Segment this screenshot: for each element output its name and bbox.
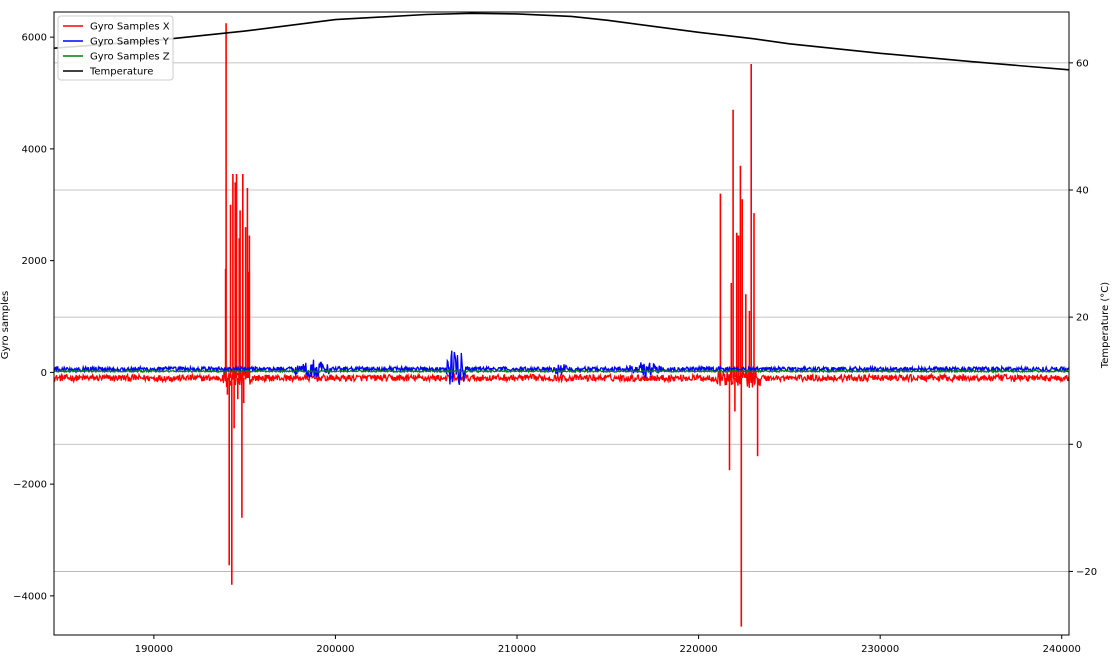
grid-lines [54, 62, 1069, 572]
y2-tick-label: 20 [1076, 313, 1089, 324]
x-tick-label: 230000 [861, 644, 899, 655]
y-tick-label: −4000 [13, 591, 47, 602]
y-tick-label: 4000 [22, 144, 47, 155]
y2-tick-label: 40 [1076, 186, 1089, 197]
y-tick-label: 2000 [22, 256, 47, 267]
y2-tick-label: 0 [1076, 440, 1082, 451]
y-tick-label: 6000 [22, 33, 47, 44]
series-line-gyro-z [53, 368, 1070, 374]
y-axis-label: Gyro samples [0, 291, 11, 359]
y2-axis-label: Temperature (°C) [1100, 282, 1111, 369]
legend-label: Temperature [89, 67, 153, 78]
axes: 190000 200000 210000 220000 230000 240000−400… [13, 11, 1097, 655]
y2-tick-label: 60 [1076, 58, 1089, 69]
y-tick-label: −2000 [13, 480, 47, 491]
x-tick-label: 200000 [316, 644, 354, 655]
plot-series [53, 12, 1070, 627]
legend: Gyro Samples X Gyro Samples Y Gyro Samples… [57, 15, 174, 81]
y2-tick-label: −20 [1076, 567, 1097, 578]
x-tick-label: 220000 [679, 644, 717, 655]
legend-label: Gyro Samples X [90, 22, 170, 33]
legend-label: Gyro Samples Y [90, 37, 170, 48]
x-tick-label: 240000 [1043, 644, 1081, 655]
x-tick-label: 210000 [498, 644, 536, 655]
plot-frame [53, 11, 1070, 636]
legend-label: Gyro Samples Z [90, 52, 170, 63]
series-line-gyro-x [53, 366, 1070, 388]
series-line-temperature [53, 12, 1070, 71]
x-tick-label: 190000 [135, 644, 173, 655]
legend-box [57, 15, 174, 81]
y-tick-label: 0 [41, 368, 47, 379]
